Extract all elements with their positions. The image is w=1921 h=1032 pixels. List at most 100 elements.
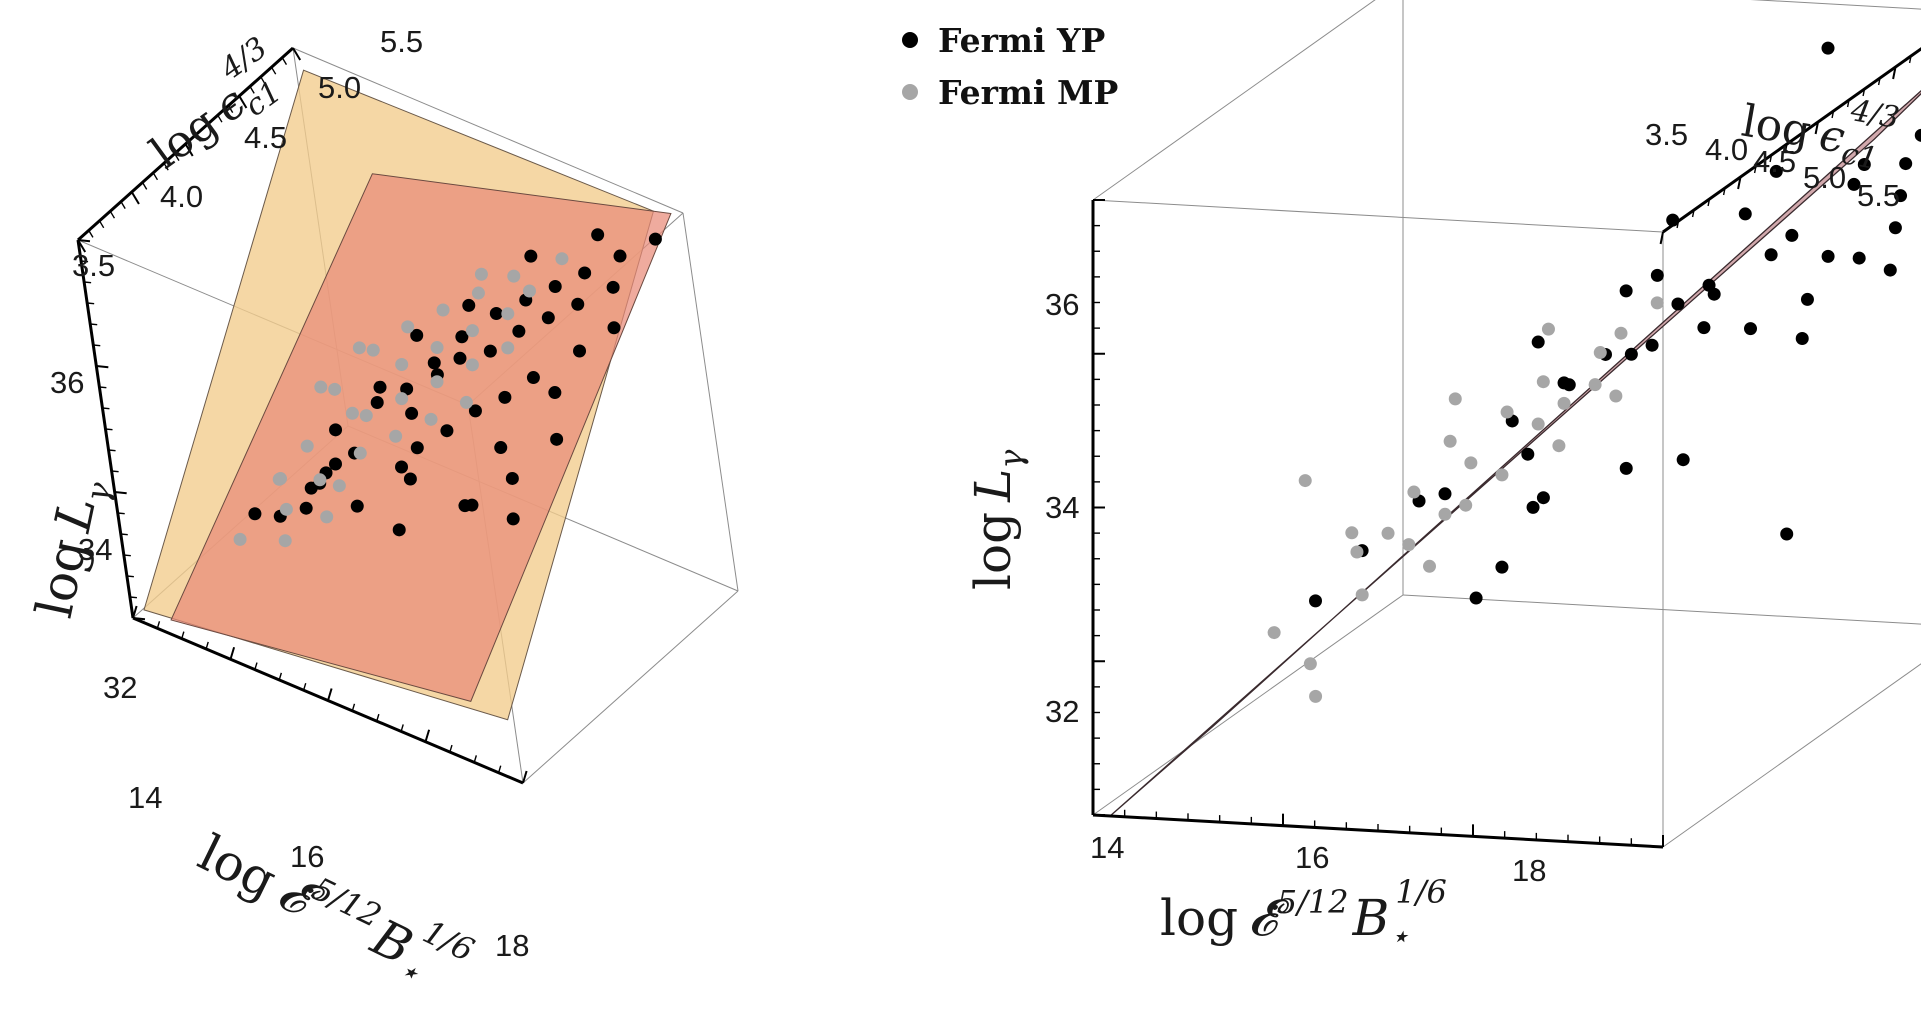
mp-point bbox=[1448, 392, 1462, 406]
y-axis-tick bbox=[88, 230, 94, 238]
yp-point bbox=[648, 232, 662, 246]
left-z-tick-32: 32 bbox=[103, 670, 137, 705]
yp-point bbox=[505, 471, 519, 485]
x-axis-tick bbox=[181, 631, 185, 639]
right-z-tick-34: 34 bbox=[1045, 490, 1079, 525]
y-axis-tick bbox=[1769, 154, 1773, 163]
svg-text:logϵc14/3: logϵc14/3 bbox=[1737, 75, 1902, 179]
y-axis-tick bbox=[1691, 209, 1695, 218]
mp-point bbox=[353, 446, 367, 460]
x-axis-tick bbox=[229, 646, 236, 660]
right-x-tick-16: 16 bbox=[1295, 840, 1329, 875]
y-axis-tick bbox=[1862, 88, 1866, 97]
yp-point bbox=[373, 380, 387, 394]
y-axis-tick bbox=[1722, 187, 1726, 196]
mp-point bbox=[300, 439, 314, 453]
yp-point bbox=[1650, 268, 1664, 282]
yp-point bbox=[1914, 128, 1921, 142]
yp-point bbox=[1847, 177, 1861, 191]
mp-point bbox=[1552, 439, 1566, 453]
right-z-tick-32: 32 bbox=[1045, 694, 1079, 729]
box-edge bbox=[1092, 0, 1376, 201]
mp-point bbox=[1381, 526, 1395, 540]
yp-point bbox=[329, 423, 343, 437]
left-x-axis-title: log𝓔̇5/12B⋆1/6 bbox=[190, 824, 480, 993]
left-x-tick-14: 14 bbox=[128, 780, 162, 815]
left-y-tick-4.0: 4.0 bbox=[160, 179, 203, 214]
x-axis-tick bbox=[205, 641, 209, 650]
y-axis-tick bbox=[206, 124, 212, 133]
yp-point bbox=[1619, 284, 1633, 298]
yp-point bbox=[1785, 228, 1799, 242]
y-axis-tick bbox=[1784, 143, 1788, 152]
fit-plane-1 bbox=[1109, 89, 1921, 817]
y-axis-tick bbox=[1659, 231, 1664, 245]
yp-point bbox=[550, 432, 564, 446]
yp-point bbox=[483, 344, 497, 358]
yp-point bbox=[1899, 157, 1913, 171]
yp-point bbox=[1821, 249, 1835, 263]
right-y-tick-5.0: 5.0 bbox=[1803, 160, 1846, 195]
y-axis-tick bbox=[281, 57, 288, 65]
y-axis-tick bbox=[249, 86, 255, 94]
mp-point bbox=[1593, 346, 1607, 360]
mp-point bbox=[314, 380, 328, 394]
z-axis-tick bbox=[87, 302, 95, 305]
yp-point bbox=[1821, 41, 1835, 55]
x-axis-tick bbox=[278, 672, 283, 681]
mp-point bbox=[555, 252, 569, 266]
yp-point bbox=[1702, 278, 1716, 292]
yp-point bbox=[524, 249, 538, 263]
mp-point bbox=[359, 409, 373, 423]
mp-point bbox=[1309, 689, 1323, 703]
yp-point bbox=[392, 523, 406, 537]
y-axis-tick bbox=[184, 143, 194, 157]
yp-point bbox=[395, 460, 409, 474]
z-axis-tick bbox=[96, 365, 109, 369]
mp-point bbox=[1500, 405, 1514, 419]
yp-point bbox=[405, 406, 419, 420]
x-axis-tick bbox=[497, 765, 502, 773]
yp-point bbox=[1562, 378, 1576, 392]
right-y-tick-3.5: 3.5 bbox=[1645, 117, 1688, 152]
yp-point bbox=[1764, 248, 1778, 262]
right-3d-plot: 14 16 18 3.5 4.0 4.5 5.0 5.5 36 34 32 lo… bbox=[964, 0, 1921, 955]
left-x-tick-16: 16 bbox=[290, 839, 324, 874]
left-x-tick-labels: 14 16 18 bbox=[128, 780, 529, 963]
mp-point bbox=[1402, 538, 1416, 552]
y-axis-tick bbox=[98, 220, 105, 229]
y-axis-tick bbox=[77, 239, 87, 253]
left-y-axis-title: logϵc14/3 bbox=[141, 30, 288, 179]
right-y-tick-4.0: 4.0 bbox=[1705, 132, 1748, 167]
yp-point bbox=[607, 321, 621, 335]
yp-point bbox=[465, 498, 479, 512]
yp-point bbox=[1438, 487, 1452, 501]
yp-point bbox=[370, 395, 384, 409]
x-axis-tick bbox=[327, 688, 333, 701]
right-fit-plane bbox=[1109, 89, 1921, 817]
mp-point bbox=[1303, 657, 1317, 671]
box-edge bbox=[1402, 594, 1921, 625]
left-3d-plot: 14 16 18 3.5 4.0 4.5 5.0 5.5 36 34 32 lo… bbox=[25, 24, 739, 993]
z-axis-tick bbox=[111, 470, 119, 473]
left-data-points bbox=[233, 228, 662, 548]
right-x-tick-labels: 14 16 18 bbox=[1090, 830, 1546, 888]
mp-point bbox=[1345, 526, 1359, 540]
left-z-tick-labels: 36 34 32 bbox=[50, 365, 137, 705]
mp-point bbox=[1438, 507, 1452, 521]
mp-point bbox=[474, 267, 488, 281]
mp-point bbox=[1495, 468, 1509, 482]
z-axis-tick bbox=[114, 491, 127, 495]
z-axis-tick bbox=[123, 554, 131, 557]
box-edge bbox=[1092, 199, 1664, 233]
mp-point bbox=[313, 473, 327, 487]
mp-point bbox=[424, 412, 438, 426]
right-y-axis-title: logϵc14/3 bbox=[1737, 75, 1902, 179]
yp-point bbox=[1852, 251, 1866, 265]
left-z-axis-title: logLγ bbox=[25, 478, 119, 622]
right-y-tick-labels: 3.5 4.0 4.5 5.0 5.5 bbox=[1645, 117, 1900, 213]
yp-point bbox=[489, 307, 503, 321]
box-edge bbox=[682, 212, 739, 592]
mp-point bbox=[471, 286, 485, 300]
y-axis-tick bbox=[1737, 176, 1742, 190]
